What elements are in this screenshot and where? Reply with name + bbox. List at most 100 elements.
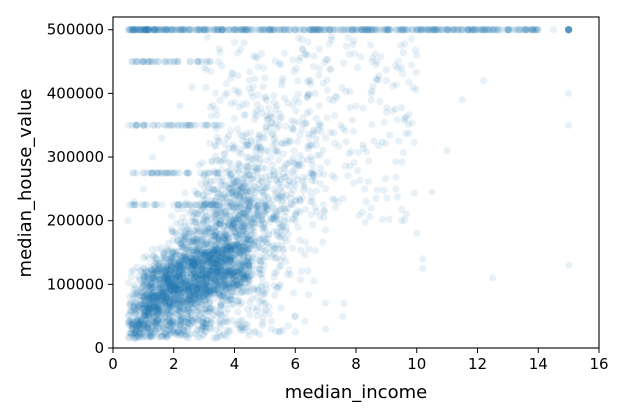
data-point bbox=[195, 282, 203, 291]
data-point bbox=[188, 203, 196, 211]
data-point bbox=[298, 45, 307, 53]
data-point bbox=[307, 80, 315, 88]
data-point bbox=[286, 177, 294, 185]
data-point bbox=[196, 169, 205, 177]
data-point bbox=[290, 172, 299, 180]
data-point bbox=[408, 35, 416, 43]
data-point bbox=[372, 194, 380, 203]
data-point bbox=[207, 319, 215, 327]
data-point bbox=[282, 136, 291, 145]
data-point bbox=[285, 183, 293, 191]
data-point bbox=[259, 191, 267, 199]
data-point bbox=[242, 172, 250, 180]
data-point bbox=[308, 220, 317, 229]
data-point bbox=[322, 134, 330, 142]
data-point bbox=[209, 247, 218, 255]
data-point bbox=[277, 176, 285, 184]
data-point bbox=[233, 285, 241, 293]
data-point bbox=[277, 113, 285, 121]
data-point bbox=[292, 209, 300, 217]
data-point bbox=[323, 76, 331, 84]
data-point bbox=[163, 317, 171, 325]
data-point bbox=[160, 300, 168, 309]
data-point bbox=[222, 257, 230, 265]
data-point bbox=[258, 222, 267, 230]
data-point bbox=[230, 272, 238, 280]
data-point bbox=[167, 282, 175, 290]
data-point bbox=[174, 306, 182, 314]
data-point bbox=[377, 52, 385, 61]
data-point bbox=[209, 311, 218, 319]
data-point bbox=[163, 322, 171, 330]
data-point bbox=[247, 216, 255, 224]
data-point bbox=[170, 57, 178, 66]
data-point bbox=[257, 281, 266, 289]
data-point bbox=[230, 86, 239, 94]
data-point bbox=[206, 275, 214, 283]
data-point bbox=[181, 218, 189, 226]
data-point bbox=[253, 312, 261, 320]
data-point bbox=[164, 303, 172, 311]
data-point bbox=[200, 251, 208, 259]
data-point bbox=[194, 261, 202, 269]
data-point bbox=[213, 255, 221, 264]
data-point bbox=[246, 198, 254, 206]
data-point bbox=[251, 241, 259, 250]
data-point bbox=[219, 261, 227, 269]
data-point bbox=[303, 173, 311, 181]
data-point bbox=[237, 278, 246, 286]
data-point bbox=[134, 301, 143, 309]
data-point bbox=[398, 70, 407, 78]
data-point bbox=[206, 298, 214, 306]
data-point bbox=[248, 89, 256, 97]
data-point bbox=[296, 236, 304, 244]
data-point bbox=[176, 304, 184, 313]
data-point bbox=[181, 294, 189, 302]
data-point bbox=[292, 217, 300, 225]
data-point bbox=[236, 202, 245, 210]
data-point bbox=[192, 314, 200, 323]
data-point bbox=[290, 67, 298, 76]
data-point bbox=[148, 280, 156, 288]
data-point bbox=[276, 115, 284, 123]
data-point bbox=[173, 285, 181, 293]
data-point bbox=[212, 221, 221, 229]
data-point bbox=[199, 271, 207, 279]
data-point bbox=[170, 296, 179, 304]
data-point bbox=[181, 254, 189, 263]
data-point bbox=[252, 112, 261, 120]
data-point bbox=[143, 323, 151, 332]
data-point bbox=[172, 286, 181, 294]
data-point bbox=[228, 171, 236, 179]
data-point bbox=[295, 56, 303, 65]
data-point bbox=[137, 300, 145, 309]
data-point bbox=[135, 320, 143, 328]
data-point bbox=[233, 182, 241, 190]
data-point bbox=[276, 280, 284, 288]
data-point bbox=[138, 292, 146, 300]
data-point bbox=[161, 251, 169, 259]
data-point bbox=[188, 254, 196, 263]
data-point bbox=[220, 260, 229, 268]
data-point bbox=[342, 138, 350, 146]
data-point bbox=[307, 168, 315, 177]
data-point bbox=[161, 169, 169, 177]
data-point bbox=[171, 284, 179, 292]
data-point bbox=[392, 173, 400, 181]
data-point bbox=[193, 235, 201, 244]
data-point bbox=[172, 248, 180, 256]
data-point bbox=[306, 141, 314, 149]
data-point bbox=[172, 280, 180, 288]
data-point bbox=[205, 284, 213, 292]
data-point bbox=[176, 321, 184, 329]
data-point bbox=[154, 57, 163, 66]
data-point bbox=[192, 230, 200, 238]
data-point bbox=[265, 249, 274, 257]
data-point bbox=[174, 327, 182, 335]
data-point bbox=[232, 276, 240, 284]
data-point bbox=[173, 282, 181, 290]
data-point bbox=[126, 307, 134, 316]
data-point bbox=[236, 217, 245, 225]
data-point bbox=[225, 280, 233, 288]
data-point bbox=[214, 265, 222, 273]
